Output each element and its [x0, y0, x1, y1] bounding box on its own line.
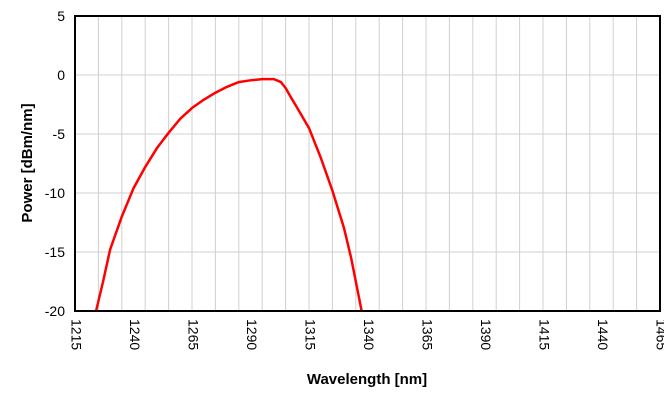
y-axis-label: Power [dBm/nm] [19, 103, 36, 222]
grid [75, 16, 660, 311]
x-tick-label: 1215 [68, 319, 84, 350]
y-tick-label: 0 [57, 67, 65, 83]
x-tick-label: 1390 [478, 319, 494, 350]
y-tick-label: -20 [45, 303, 65, 319]
x-tick-label: 1415 [536, 319, 552, 350]
x-tick-label: 1440 [595, 319, 611, 350]
x-tick-labels: 1215 1240 1265 1290 1315 1340 1365 1390 1415 1440… [68, 319, 664, 350]
y-tick-label: 5 [57, 8, 65, 24]
x-tick-label: 1315 [302, 319, 318, 350]
y-tick-label: -15 [45, 244, 65, 260]
x-tick-label: 1340 [361, 319, 377, 350]
x-tick-label: 1465 [653, 319, 664, 350]
y-tick-label: -5 [53, 126, 66, 142]
x-tick-label: 1265 [185, 319, 201, 350]
series-line [94, 77, 363, 312]
x-tick-label: 1290 [244, 319, 260, 350]
y-tick-labels: 5 0 -5 -10 -15 -20 [45, 8, 65, 319]
x-tick-label: 1240 [127, 319, 143, 350]
y-tick-label: -10 [45, 185, 65, 201]
plot-area-border [74, 15, 661, 312]
x-tick-label: 1365 [419, 319, 435, 350]
x-axis-label: Wavelength [nm] [307, 371, 427, 388]
